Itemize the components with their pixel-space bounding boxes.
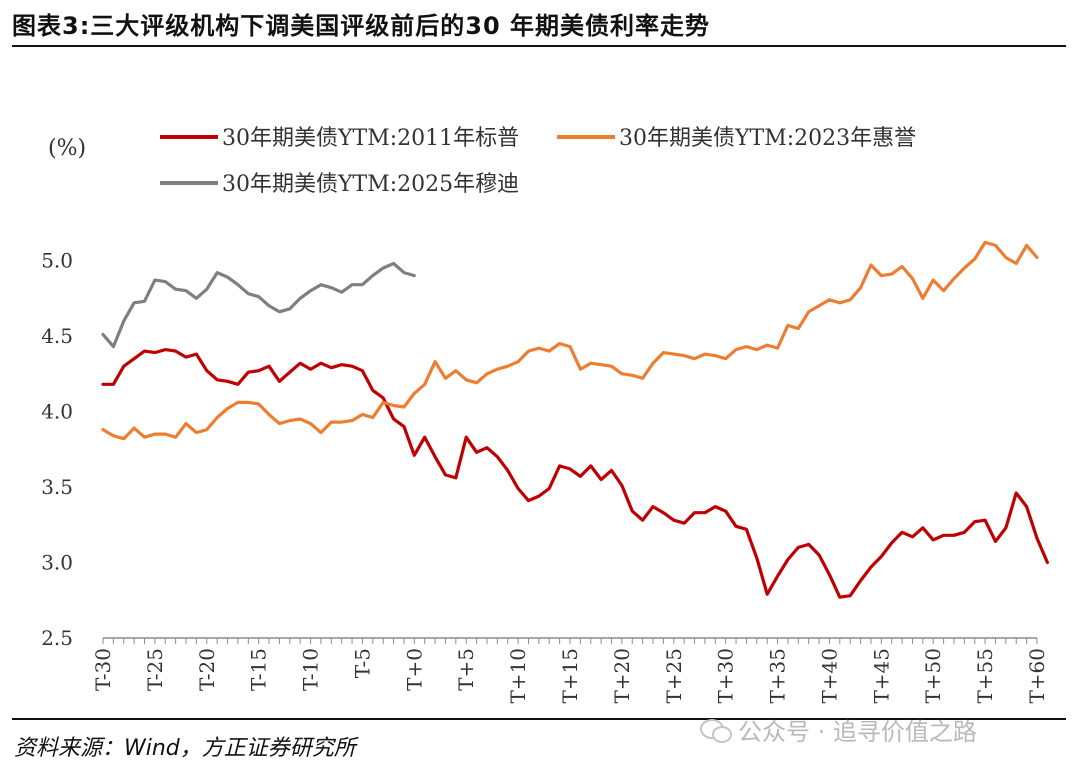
wechat-icon	[700, 717, 732, 743]
x-axis: T-30 T-25 T-20 T-15 T-10 T-5 T+0 T+5 T+10 T+15 T+2…	[91, 637, 1049, 704]
x-tick-label: T-30	[91, 648, 115, 691]
x-tick-label: T+40	[817, 648, 841, 704]
y-tick-label: 4.0	[41, 400, 73, 424]
watermark: 公众号 · 追寻价值之路	[700, 712, 977, 747]
x-tick-label: T+5	[454, 648, 478, 691]
x-tick-label: T-15	[247, 648, 271, 691]
x-tick-label: T-10	[299, 648, 323, 691]
chart-title: 图表3:三大评级机构下调美国评级前后的30 年期美债利率走势	[12, 12, 711, 40]
x-tick-label: T-25	[143, 648, 167, 691]
y-axis-unit-label: (%)	[48, 136, 86, 161]
y-tick-label: 5.0	[41, 249, 73, 273]
title-divider	[12, 45, 1066, 47]
x-tick-label: T+35	[766, 648, 790, 704]
x-tick-label: T+60	[1025, 648, 1049, 704]
y-axis: 2.5 3.0 3.5 4.0 4.5 5.0	[41, 249, 73, 651]
series-line-3	[101, 261, 416, 349]
series-line-2	[101, 240, 1039, 441]
source-note: 资料来源：Wind，方正证券研究所	[14, 736, 356, 761]
legend-label-2: 30年期美债YTM:2023年惠誉	[619, 126, 916, 151]
x-tick-label: T+15	[558, 648, 582, 704]
watermark-text: 公众号 · 追寻价值之路	[738, 718, 977, 746]
chart-legend: 30年期美债YTM:2011年标普 30年期美债YTM:2023年惠誉 30年期美债…	[160, 126, 916, 197]
x-tick-label: T+10	[506, 648, 530, 704]
x-tick-label: T+25	[662, 648, 686, 704]
y-tick-label: 2.5	[41, 626, 73, 650]
legend-label-3: 30年期美债YTM:2025年穆迪	[222, 172, 519, 197]
x-tick-label: T+55	[973, 648, 997, 704]
x-tick-label: T-5	[350, 648, 374, 678]
legend-label-1: 30年期美债YTM:2011年标普	[222, 126, 519, 151]
source-divider	[12, 718, 1066, 720]
chart-series	[101, 240, 1050, 599]
line-chart: (%) 30年期美债YTM:2011年标普 30年期美债YTM:2023年惠誉30…	[41, 126, 1050, 704]
series-line-1	[101, 348, 1050, 599]
x-tick-label: T+30	[714, 648, 738, 704]
x-tick-label: T+0	[402, 648, 426, 691]
x-tick-label: T+45	[869, 648, 893, 704]
x-tick-label: T+50	[921, 648, 945, 704]
y-tick-label: 3.5	[41, 475, 73, 499]
x-tick-label: T-20	[195, 648, 219, 691]
x-tick-label: T+20	[610, 648, 634, 704]
y-tick-label: 3.0	[41, 551, 73, 575]
y-tick-label: 4.5	[41, 324, 73, 348]
